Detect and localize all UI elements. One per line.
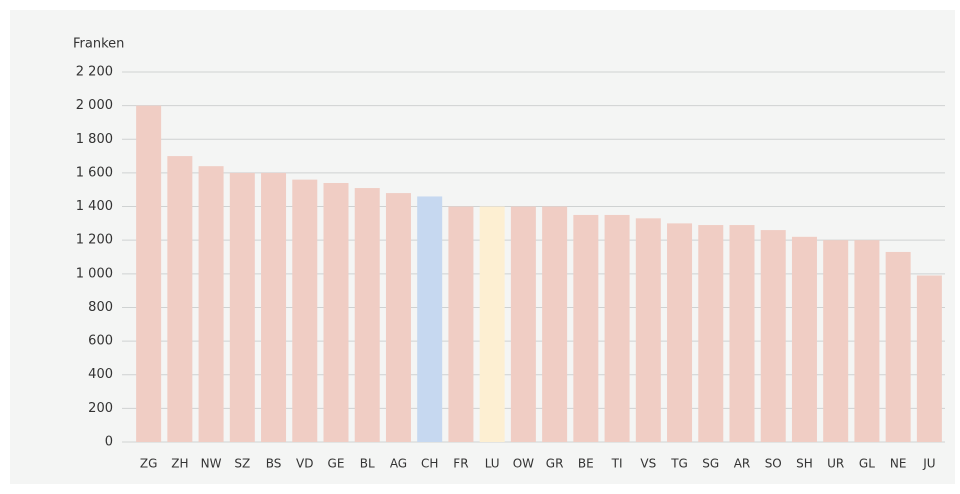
bar: [510, 206, 536, 442]
y-tick-label: 800: [88, 300, 113, 315]
y-tick-label: 200: [88, 401, 113, 416]
y-tick-label: 1 600: [76, 165, 113, 180]
x-tick-label: BL: [360, 457, 375, 471]
y-tick-label: 0: [105, 435, 113, 450]
x-tick-label: BS: [266, 457, 282, 471]
x-tick-label: TI: [611, 457, 623, 471]
y-tick-label: 1 000: [76, 266, 113, 281]
bar: [385, 193, 411, 442]
bar: [136, 105, 162, 443]
x-tick-label: AG: [390, 457, 407, 471]
bar: [916, 275, 942, 442]
y-axis-label: Franken: [73, 37, 124, 52]
bar: [760, 230, 786, 442]
x-tick-label: NW: [201, 457, 222, 471]
x-tick-label: FR: [453, 457, 468, 471]
y-tick-label: 1 800: [76, 132, 113, 147]
bar: [261, 172, 287, 442]
x-tick-label: GL: [859, 457, 875, 471]
bar: [635, 218, 661, 442]
x-tick-label: ZH: [171, 457, 188, 471]
bar: [229, 172, 255, 442]
bar: [885, 251, 911, 442]
y-tick-label: 400: [88, 367, 113, 382]
bar: [417, 196, 443, 442]
y-tick-label: 600: [88, 334, 113, 349]
bar: [667, 223, 693, 442]
x-tick-label: CH: [421, 457, 438, 471]
x-tick-label: SZ: [234, 457, 250, 471]
y-tick-label: 1 200: [76, 233, 113, 248]
bar: [292, 179, 318, 443]
y-tick-label: 2 000: [76, 98, 113, 113]
bar: [791, 236, 817, 442]
bar: [729, 225, 755, 442]
x-tick-label: GR: [546, 457, 564, 471]
bar: [448, 206, 474, 442]
x-tick-label: VS: [640, 457, 656, 471]
bar: [198, 166, 224, 442]
x-tick-label: NE: [890, 457, 907, 471]
x-tick-label: GE: [328, 457, 345, 471]
bar: [698, 225, 724, 442]
x-tick-label: SO: [765, 457, 782, 471]
x-tick-label: UR: [827, 457, 844, 471]
bar: [823, 240, 849, 442]
x-tick-label: OW: [513, 457, 534, 471]
bar: [604, 214, 630, 442]
x-tick-label: ZG: [140, 457, 158, 471]
y-tick-label: 1 400: [76, 199, 113, 214]
x-tick-label: SG: [702, 457, 719, 471]
bar: [323, 183, 349, 442]
x-tick-label: TG: [670, 457, 688, 471]
x-tick-label: LU: [485, 457, 500, 471]
bar: [542, 206, 568, 442]
x-tick-label: SH: [796, 457, 813, 471]
x-tick-label: AR: [734, 457, 751, 471]
x-tick-label: JU: [922, 457, 935, 471]
bar: [479, 206, 505, 442]
x-tick-label: VD: [296, 457, 313, 471]
y-tick-label: 2 200: [76, 65, 113, 80]
bar: [573, 214, 599, 442]
bar: [167, 156, 193, 442]
bar: [854, 240, 880, 442]
x-tick-label: BE: [578, 457, 594, 471]
bar: [354, 188, 380, 442]
